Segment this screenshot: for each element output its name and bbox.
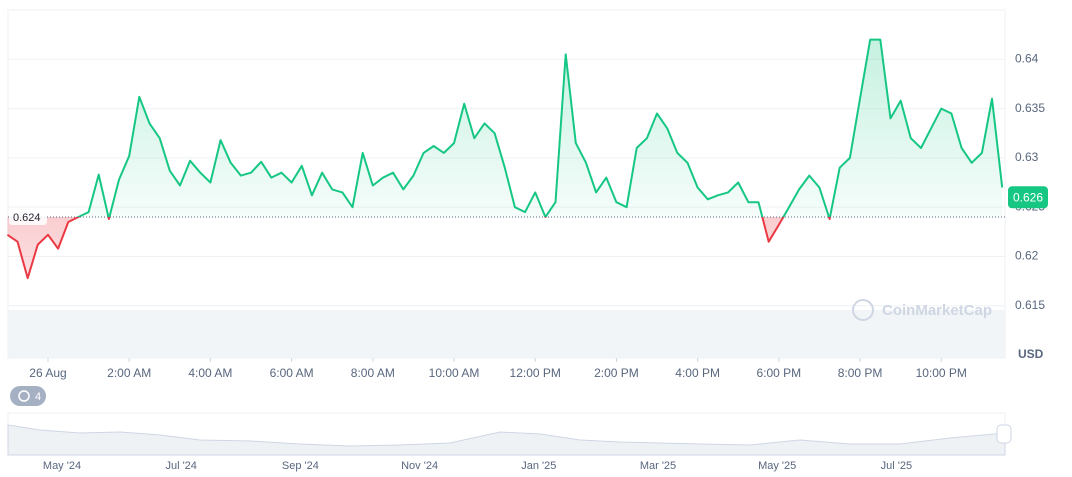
x-tick-label: 8:00 AM bbox=[351, 366, 395, 380]
watermark: CoinMarketCap bbox=[852, 299, 992, 321]
y-tick-label: 0.62 bbox=[1015, 249, 1039, 263]
history-badge[interactable]: 4 bbox=[10, 386, 46, 406]
y-unit: USD bbox=[1018, 347, 1044, 361]
navigator-label: Mar '25 bbox=[640, 460, 676, 472]
x-tick-label: 26 Aug bbox=[29, 366, 66, 380]
navigator[interactable] bbox=[7, 412, 1012, 456]
baseline-box bbox=[9, 208, 47, 226]
volume-band bbox=[8, 310, 1005, 358]
price-line bbox=[6, 38, 1004, 280]
y-tick-label: 0.64 bbox=[1015, 51, 1039, 65]
navigator-label: May '25 bbox=[758, 460, 796, 472]
x-tick-label: 10:00 AM bbox=[429, 366, 480, 380]
current-price-label: 0.626 bbox=[1013, 190, 1043, 204]
navigator-label: Sep '24 bbox=[282, 460, 319, 472]
baseline-label: 0.624 bbox=[13, 212, 41, 224]
x-tick-label: 10:00 PM bbox=[916, 366, 967, 380]
watermark-text: CoinMarketCap bbox=[882, 302, 992, 319]
y-tick-label: 0.635 bbox=[1015, 101, 1045, 115]
navigator-label: May '24 bbox=[43, 460, 81, 472]
navigator-label: Nov '24 bbox=[401, 460, 438, 472]
y-tick-label: 0.63 bbox=[1015, 150, 1039, 164]
x-tick-label: 6:00 AM bbox=[270, 366, 314, 380]
x-tick-label: 4:00 AM bbox=[188, 366, 232, 380]
x-tick-label: 2:00 PM bbox=[594, 366, 639, 380]
x-tick-label: 12:00 PM bbox=[510, 366, 561, 380]
x-tick-label: 6:00 PM bbox=[756, 366, 801, 380]
navigator-label: Jan '25 bbox=[521, 460, 556, 472]
x-tick-label: 8:00 PM bbox=[838, 366, 883, 380]
navigator-label: Jul '24 bbox=[165, 460, 196, 472]
x-tick-label: 4:00 PM bbox=[675, 366, 720, 380]
y-tick-label: 0.615 bbox=[1015, 298, 1045, 312]
navigator-label: Jul '25 bbox=[881, 460, 912, 472]
price-area bbox=[7, 39, 1003, 279]
current-price-box bbox=[1008, 186, 1048, 209]
badge-text: 4 bbox=[35, 391, 41, 403]
x-tick-label: 2:00 AM bbox=[107, 366, 151, 380]
